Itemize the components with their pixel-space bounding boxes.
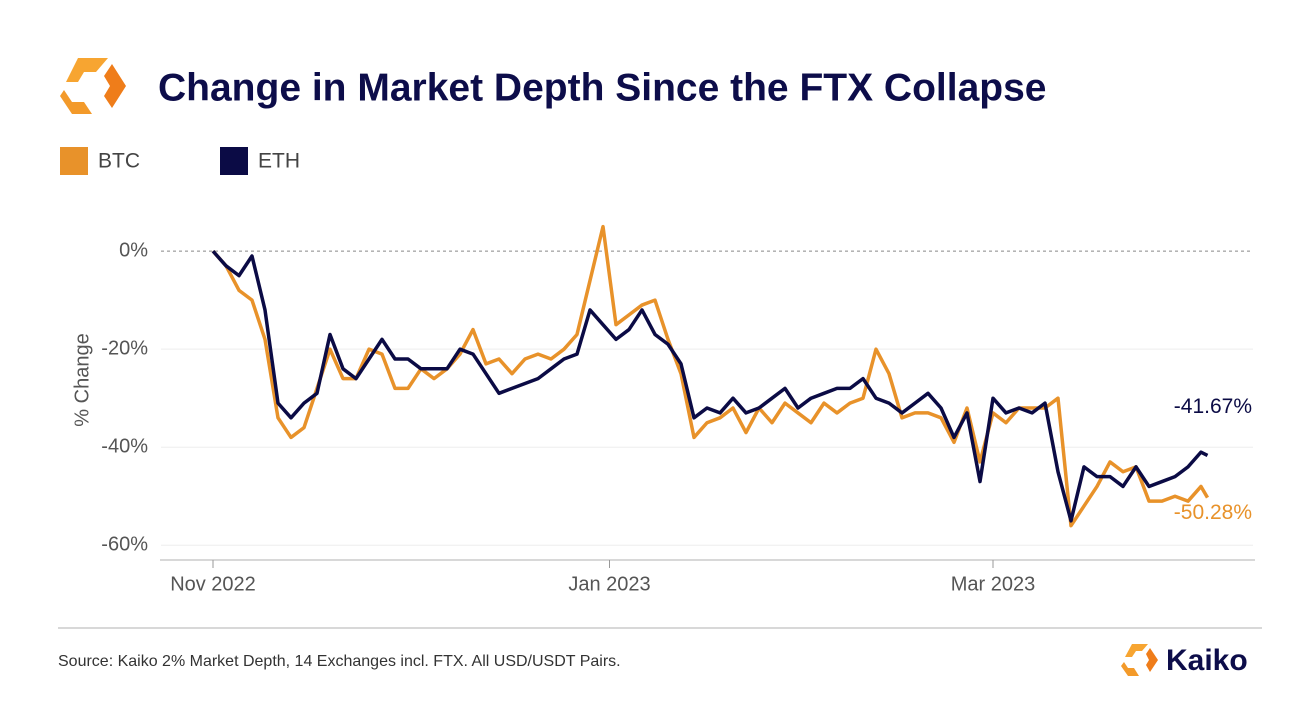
series-line xyxy=(211,224,1210,528)
legend-swatch xyxy=(220,147,248,175)
end-value-label: -50.28% xyxy=(1174,501,1252,524)
legend-swatch xyxy=(60,147,88,175)
y-tick-label: 0% xyxy=(119,239,148,261)
legend-label: BTC xyxy=(98,150,140,173)
x-tick-label: Nov 2022 xyxy=(170,573,256,595)
source-note: Source: Kaiko 2% Market Depth, 14 Exchan… xyxy=(58,653,621,670)
brand-icon xyxy=(60,58,126,114)
x-tick-label: Jan 2023 xyxy=(568,573,650,595)
y-tick-label: -20% xyxy=(101,337,148,359)
kaiko-logo xyxy=(1121,644,1158,676)
y-tick-label: -60% xyxy=(101,534,148,556)
chart-title: Change in Market Depth Since the FTX Col… xyxy=(158,66,1047,109)
x-tick-label: Mar 2023 xyxy=(951,573,1036,595)
legend-label: ETH xyxy=(258,150,300,173)
series-line xyxy=(211,249,1209,523)
y-axis-label: % Change xyxy=(71,333,93,426)
end-value-label: -41.67% xyxy=(1174,395,1252,418)
logo-text: Kaiko xyxy=(1166,644,1248,677)
y-tick-label: -40% xyxy=(101,436,148,458)
